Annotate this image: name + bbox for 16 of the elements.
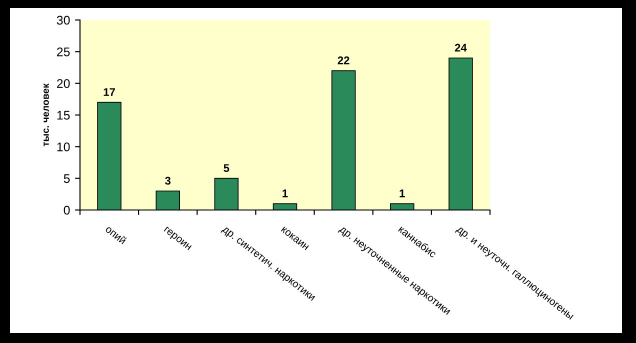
y-tick-label: 10 (57, 142, 70, 152)
data-label: 1 (400, 190, 405, 198)
data-label: 5 (224, 164, 230, 172)
data-label: 3 (165, 176, 171, 185)
y-tick-label: 30 (56, 16, 70, 25)
y-tick-label: 15 (57, 110, 70, 120)
y-axis-title: тыс. человек (44, 83, 49, 146)
x-tick-label: опий (104, 224, 128, 244)
y-tick-label: 5 (64, 174, 70, 183)
y-tick-label: 20 (57, 79, 70, 88)
data-label: 24 (454, 44, 467, 52)
y-tick-label: 25 (57, 47, 70, 56)
y-tick-label: 0 (64, 206, 70, 215)
data-label: 1 (282, 190, 288, 198)
data-label: 22 (338, 56, 350, 64)
data-label: 17 (104, 88, 115, 96)
